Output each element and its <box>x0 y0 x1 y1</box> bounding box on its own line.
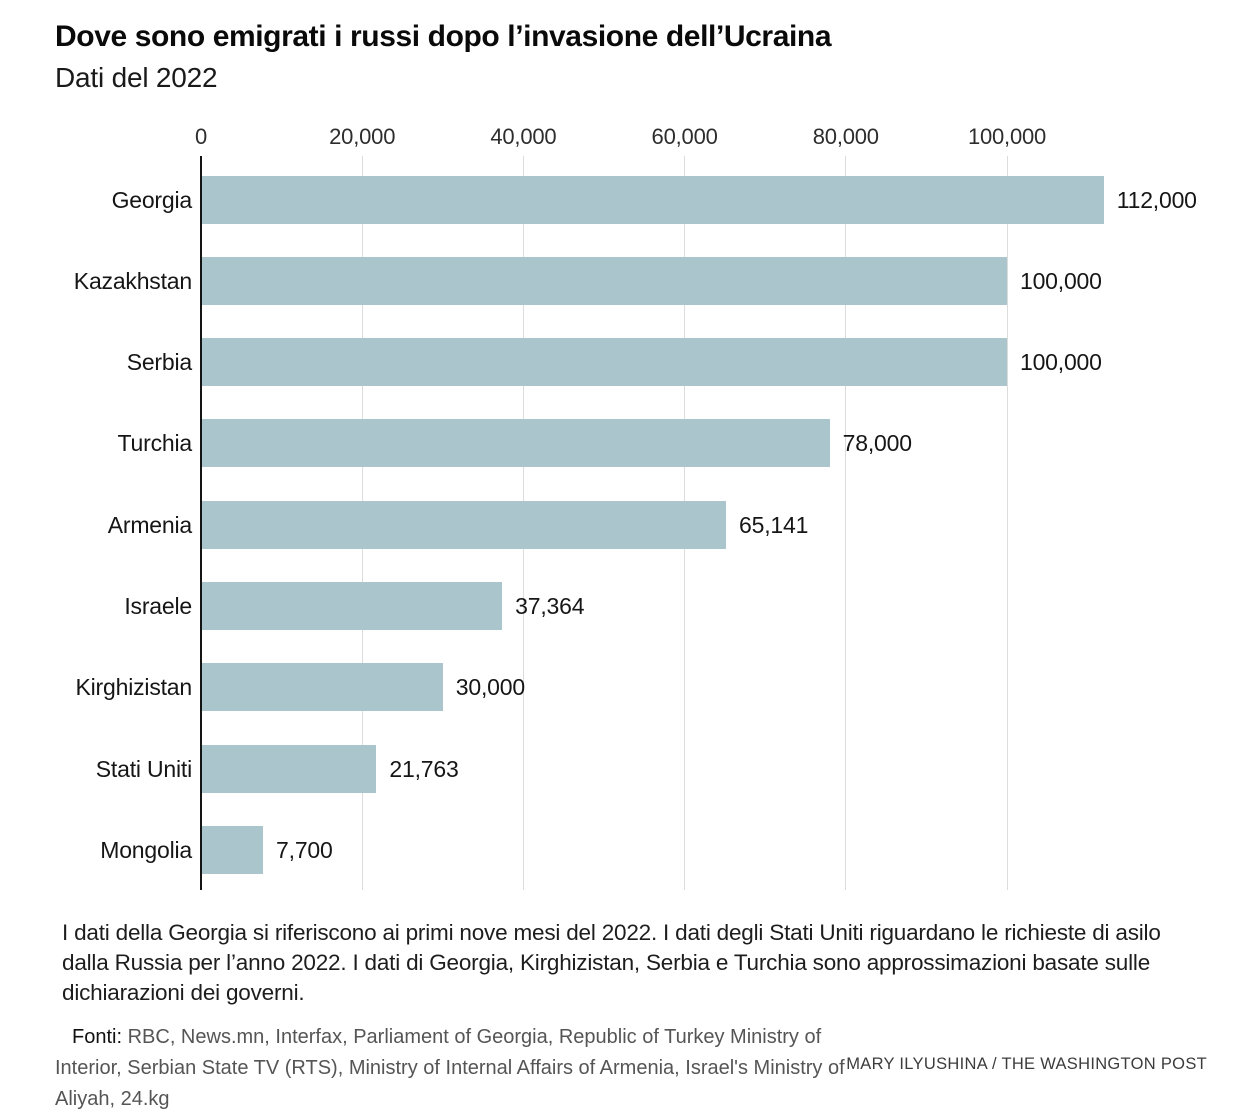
x-axis-tick-label: 40,000 <box>490 124 557 149</box>
value-label: 7,700 <box>276 836 333 863</box>
bar <box>201 663 443 712</box>
x-axis-tick-label: 20,000 <box>329 124 396 149</box>
gridline <box>845 156 847 890</box>
category-label: Israele <box>124 593 192 619</box>
plot-area: 112,000 100,000 100,000 78,000 65,141 37,364 3… <box>200 156 1236 890</box>
category-label: Mongolia <box>100 836 192 863</box>
gridline <box>1006 156 1008 890</box>
y-axis-line <box>200 156 202 890</box>
bar <box>201 175 1104 224</box>
sources-text: RBC, News.mn, Interfax, Parliament of Ge… <box>55 1026 845 1110</box>
bar <box>201 744 377 793</box>
x-axis-tick-label: 0 <box>194 124 208 149</box>
value-label: 30,000 <box>455 674 525 701</box>
category-label: Georgia <box>111 186 193 213</box>
category-label: Kirghizistan <box>75 674 193 701</box>
bar <box>201 582 503 630</box>
bar <box>201 419 830 468</box>
value-label: 21,763 <box>389 755 459 782</box>
x-axis-tick-label: 100,000 <box>967 124 1047 149</box>
footnote: I dati della Georgia si riferiscono ai p… <box>62 920 1161 1005</box>
sources-label: Fonti: <box>72 1026 123 1048</box>
category-label: Kazakhstan <box>73 267 192 294</box>
y-axis-category-labels: Georgia Kazakhstan Serbia Turchia Armenia Isr… <box>0 156 192 890</box>
bar <box>201 256 1007 305</box>
chart-title: Dove sono emigrati i russi dopo l’invasi… <box>55 20 832 53</box>
byline-credit: MARY ILYUSHINA / THE WASHINGTON POST <box>846 1055 1207 1073</box>
value-label: 37,364 <box>515 593 585 619</box>
x-axis-tick-label: 60,000 <box>651 124 718 149</box>
chart-subtitle: Dati del 2022 <box>55 62 218 93</box>
bar-chart: 0 20,000 40,000 60,000 80,000 100,000 Georgia… <box>0 124 1236 890</box>
x-axis: 0 20,000 40,000 60,000 80,000 100,000 <box>195 124 1236 152</box>
category-label: Armenia <box>107 511 192 538</box>
bar <box>201 500 727 549</box>
value-label: 100,000 <box>1020 349 1102 376</box>
category-label: Turchia <box>117 430 193 457</box>
bar <box>201 825 264 874</box>
value-label: 65,141 <box>739 511 809 538</box>
value-label: 112,000 <box>1116 186 1197 213</box>
sources: Fonti: RBC, News.mn, Interfax, Parliamen… <box>55 1022 855 1115</box>
category-label: Serbia <box>126 349 192 376</box>
x-axis-tick-label: 80,000 <box>812 124 879 149</box>
value-label: 78,000 <box>842 430 912 457</box>
value-label: 100,000 <box>1020 267 1102 294</box>
bar <box>201 338 1007 387</box>
category-label: Stati Uniti <box>95 755 192 782</box>
